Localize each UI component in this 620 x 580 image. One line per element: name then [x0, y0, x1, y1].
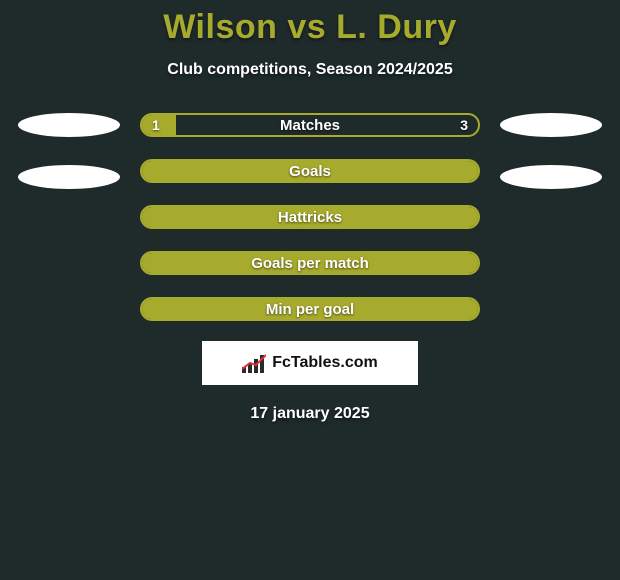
logo-chart-icon	[242, 353, 266, 373]
page-title: Wilson vs L. Dury	[163, 8, 456, 47]
bar-value-right: 3	[460, 115, 468, 135]
stat-bar-goals: Goals	[140, 159, 480, 183]
stat-bar-mpg: Min per goal	[140, 297, 480, 321]
logo-box: FcTables.com	[202, 341, 418, 385]
bar-label: Min per goal	[142, 299, 478, 319]
avatar-ellipse-left	[18, 113, 120, 137]
avatar-ellipse-left	[18, 165, 120, 189]
stat-row-gpm: Goals per match	[0, 251, 620, 275]
stat-row-goals: Goals	[0, 159, 620, 183]
date-label: 17 january 2025	[250, 405, 369, 423]
stat-bar-gpm: Goals per match	[140, 251, 480, 275]
bar-value-left: 1	[152, 115, 160, 135]
logo-text: FcTables.com	[272, 354, 378, 372]
page-subtitle: Club competitions, Season 2024/2025	[167, 61, 452, 79]
stat-row-matches: Matches1 3	[0, 113, 620, 137]
bar-label: Matches	[142, 115, 478, 135]
stat-bar-matches: Matches1 3	[140, 113, 480, 137]
bar-label: Goals	[142, 161, 478, 181]
stat-row-mpg: Min per goal	[0, 297, 620, 321]
avatar-ellipse-right	[500, 113, 602, 137]
stat-row-hattricks: Hattricks	[0, 205, 620, 229]
bar-label: Goals per match	[142, 253, 478, 273]
bar-label: Hattricks	[142, 207, 478, 227]
content-root: Wilson vs L. Dury Club competitions, Sea…	[0, 0, 620, 580]
stats-block: Matches1 3 Goals Hattricks Goals per match Mi…	[0, 113, 620, 321]
stat-bar-hattricks: Hattricks	[140, 205, 480, 229]
avatar-ellipse-right	[500, 165, 602, 189]
